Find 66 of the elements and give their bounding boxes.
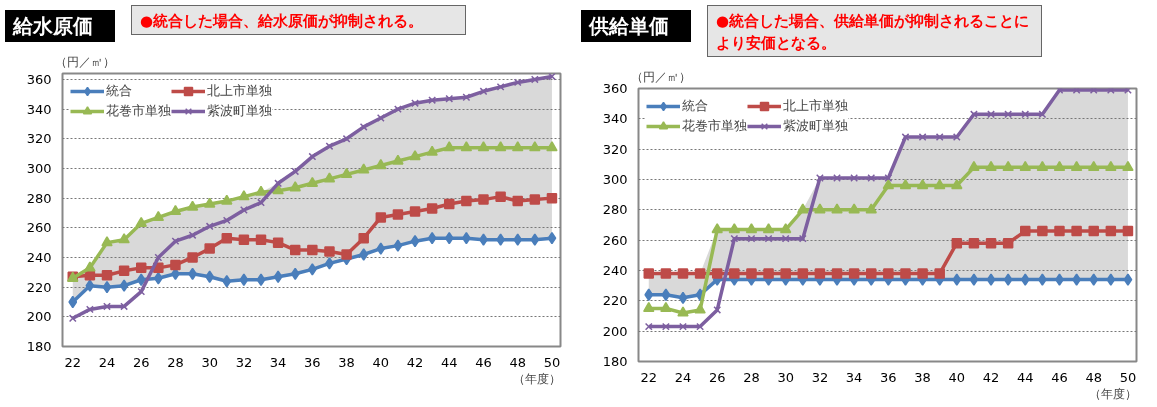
y-tick-label: 280 bbox=[602, 202, 628, 218]
x-tick-label: 44 bbox=[440, 354, 458, 370]
y-tick-label: 340 bbox=[26, 101, 52, 117]
x-tick-label: 42 bbox=[406, 354, 424, 370]
y-tick-label: 320 bbox=[26, 131, 52, 147]
x-axis-title: （年度） bbox=[1088, 386, 1137, 401]
x-tick-label: 30 bbox=[201, 354, 218, 370]
x-tick-label: 36 bbox=[304, 354, 321, 370]
x-tick-label: 40 bbox=[948, 369, 966, 385]
x-tick-label: 34 bbox=[269, 354, 287, 370]
x-tick-label: 46 bbox=[475, 354, 492, 370]
y-tick-label: 280 bbox=[26, 190, 52, 206]
y-tick-label: 180 bbox=[602, 354, 628, 369]
x-tick-label: 28 bbox=[167, 354, 184, 370]
x-tick-label: 26 bbox=[132, 354, 150, 370]
y-tick-label: 320 bbox=[602, 141, 628, 157]
x-tick-label: 46 bbox=[1051, 369, 1068, 385]
x-tick-label: 32 bbox=[235, 354, 253, 370]
y-tick-label: 340 bbox=[602, 111, 628, 127]
x-tick-label: 22 bbox=[640, 369, 658, 385]
x-tick-label: 22 bbox=[64, 354, 82, 370]
legend-label: 北上市単独 bbox=[783, 97, 848, 115]
x-tick-label: 38 bbox=[338, 354, 355, 370]
legend-label: 統合 bbox=[106, 82, 132, 100]
legend-label: 花巻市単独 bbox=[682, 117, 747, 135]
legend-label: 北上市単独 bbox=[207, 82, 272, 100]
chart-subtitle: ●統合した場合、給水原価が抑制される。 bbox=[140, 11, 424, 32]
x-tick-label: 34 bbox=[845, 369, 863, 385]
y-tick-label: 240 bbox=[602, 263, 628, 278]
y-tick-label: 180 bbox=[26, 339, 52, 354]
y-axis-title: （円／㎥） bbox=[630, 69, 691, 84]
x-tick-label: 32 bbox=[811, 369, 829, 385]
legend-label: 紫波町単独 bbox=[207, 102, 272, 120]
legend-label: 紫波町単独 bbox=[783, 117, 848, 135]
chart-title: 給水原価 bbox=[13, 13, 93, 40]
y-axis-title: （円／㎥） bbox=[54, 54, 115, 69]
x-tick-label: 48 bbox=[1085, 369, 1102, 385]
chart-subtitle: ●統合した場合、供給単価が抑制されることにより安価となる。 bbox=[716, 11, 1031, 54]
x-tick-label: 38 bbox=[914, 369, 931, 385]
x-tick-label: 24 bbox=[674, 369, 692, 385]
x-axis-title: （年度） bbox=[512, 371, 561, 386]
y-tick-label: 360 bbox=[26, 71, 52, 87]
y-tick-label: 220 bbox=[26, 279, 52, 295]
y-tick-label: 300 bbox=[602, 172, 628, 187]
x-tick-label: 50 bbox=[1119, 369, 1137, 385]
x-tick-label: 30 bbox=[777, 369, 794, 385]
chart-title: 供給単価 bbox=[589, 13, 669, 40]
x-tick-label: 48 bbox=[509, 354, 526, 370]
y-tick-label: 260 bbox=[602, 232, 628, 248]
x-tick-label: 28 bbox=[743, 369, 760, 385]
legend-label: 花巻市単独 bbox=[106, 102, 171, 120]
x-tick-label: 36 bbox=[880, 369, 897, 385]
x-tick-label: 26 bbox=[708, 369, 726, 385]
x-tick-label: 44 bbox=[1016, 369, 1034, 385]
x-tick-label: 40 bbox=[372, 354, 390, 370]
x-tick-label: 50 bbox=[543, 354, 561, 370]
y-tick-label: 200 bbox=[602, 323, 628, 339]
x-tick-label: 42 bbox=[982, 369, 1000, 385]
legend-label: 統合 bbox=[682, 97, 708, 115]
y-tick-label: 240 bbox=[26, 249, 52, 265]
y-tick-label: 200 bbox=[26, 309, 52, 325]
y-tick-label: 300 bbox=[26, 160, 52, 176]
x-tick-label: 24 bbox=[98, 354, 116, 370]
y-tick-label: 220 bbox=[602, 293, 628, 309]
y-tick-label: 360 bbox=[602, 81, 628, 96]
y-tick-label: 260 bbox=[26, 220, 52, 236]
